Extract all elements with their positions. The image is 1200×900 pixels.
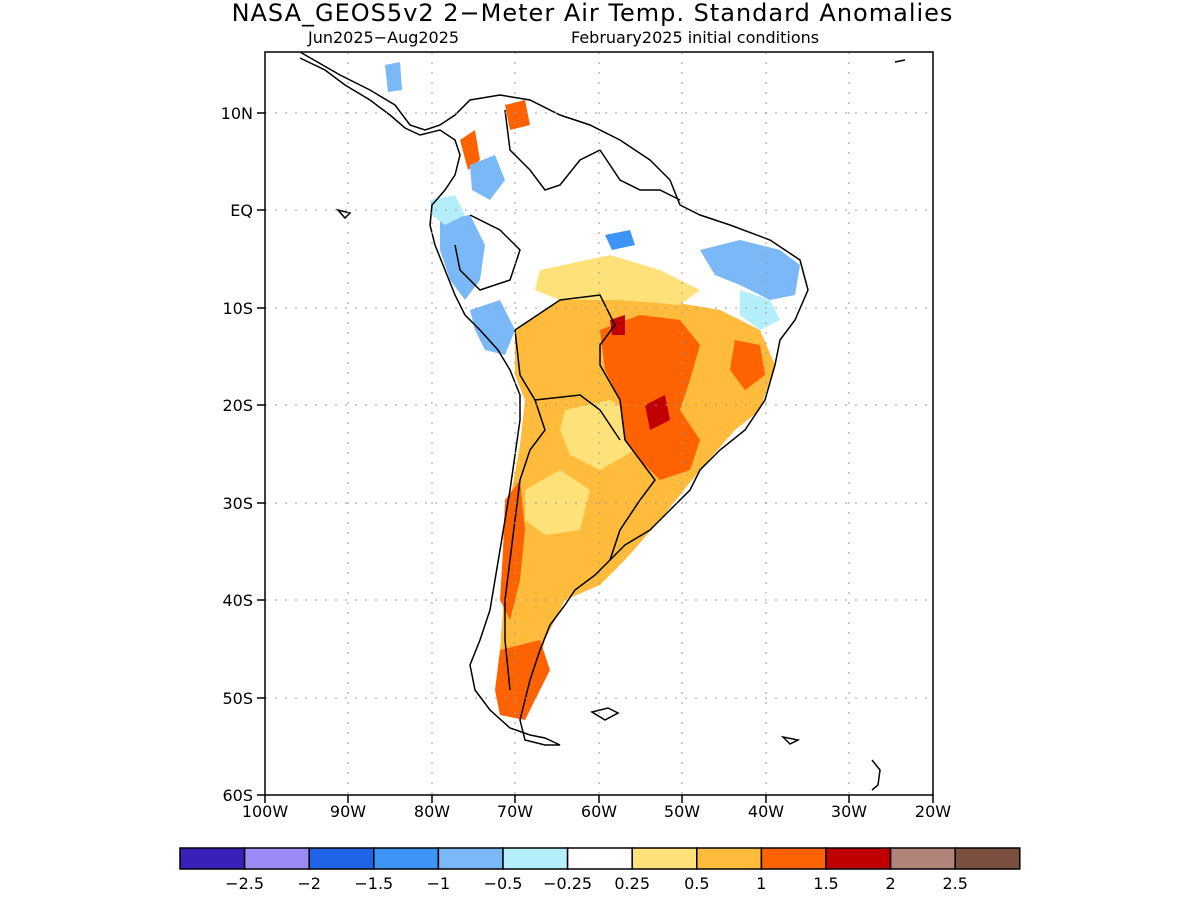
anomaly-shading xyxy=(385,62,808,740)
anomaly-red-2 xyxy=(610,315,625,335)
latitude-axis: 10N EQ 10S 20S 30S 40S 50S 60S xyxy=(221,104,265,805)
colorbar-swatch xyxy=(243,847,310,870)
lat-tick-label: 20S xyxy=(222,396,253,415)
colorbar-swatch xyxy=(760,847,827,870)
anomaly-yellow-2 xyxy=(560,400,640,470)
lat-tick-label: 60S xyxy=(222,786,253,805)
colorbar-swatch xyxy=(954,847,1021,870)
lon-tick-label: 40W xyxy=(748,802,784,821)
colorbar-label: −2.5 xyxy=(225,874,264,893)
forecast-period: Jun2025−Aug2025 xyxy=(308,28,460,47)
colorbar-swatch xyxy=(308,847,375,870)
colorbar-label: 1 xyxy=(756,874,766,893)
colorbar-label: 0.25 xyxy=(614,874,650,893)
anomaly-blue-andes-north xyxy=(440,215,485,300)
islands xyxy=(335,59,906,791)
lon-tick-label: 20W xyxy=(915,802,951,821)
anomaly-blue-ne-brazil xyxy=(700,240,800,300)
initial-conditions: February2025 initial conditions xyxy=(571,28,820,47)
colorbar-label: 2 xyxy=(886,874,896,893)
colorbar-label: 2.5 xyxy=(942,874,967,893)
colorbar: −2.5 −2 −1.5 −1 −0.5 −0.25 0.25 0.5 1 1.5 2 2.5 xyxy=(179,847,1021,893)
lat-tick-label: 50S xyxy=(222,689,253,708)
anomaly-red-1 xyxy=(645,395,670,430)
anomaly-yellow-1 xyxy=(535,255,700,305)
lon-tick-label: 90W xyxy=(330,802,366,821)
colorbar-swatch xyxy=(631,847,698,870)
colorbar-label: 0.5 xyxy=(684,874,709,893)
anomaly-orange-east xyxy=(730,340,765,390)
lat-tick-label: 10S xyxy=(222,299,253,318)
colorbar-swatch xyxy=(696,847,763,870)
anomaly-orange-venezuela xyxy=(505,100,530,130)
colorbar-swatch xyxy=(502,847,569,870)
colorbar-swatch xyxy=(373,847,440,870)
anomaly-cyan-andes-north xyxy=(430,195,465,225)
anomaly-yellow-3 xyxy=(525,470,590,535)
anomaly-blue-amazon xyxy=(605,230,635,250)
chart-title: NASA_GEOS5v2 2−Meter Air Temp. Standard … xyxy=(231,0,954,27)
anomaly-orange-colombia xyxy=(460,130,480,170)
colorbar-swatch xyxy=(566,847,633,870)
colorbar-label: −1.5 xyxy=(354,874,393,893)
lat-tick-label: 10N xyxy=(221,104,253,123)
lat-tick-label: 40S xyxy=(222,591,253,610)
lon-tick-label: 50W xyxy=(664,802,700,821)
lon-tick-label: 30W xyxy=(831,802,867,821)
colorbar-label: −0.5 xyxy=(484,874,523,893)
colorbar-swatch xyxy=(437,847,504,870)
lon-tick-label: 100W xyxy=(242,802,289,821)
colorbar-swatch xyxy=(825,847,892,870)
colorbar-label: −2 xyxy=(297,874,321,893)
anomaly-cyan-ne-brazil xyxy=(740,290,780,330)
lat-tick-label: 30S xyxy=(222,494,253,513)
lat-tick-label: EQ xyxy=(230,201,253,220)
lon-tick-label: 70W xyxy=(497,802,533,821)
coastlines xyxy=(299,51,809,746)
colorbar-label: −0.25 xyxy=(543,874,592,893)
anomaly-blue-colombia xyxy=(470,155,505,200)
grid xyxy=(265,52,933,795)
colorbar-label: −1 xyxy=(427,874,451,893)
anomaly-blue-central-am xyxy=(385,62,402,92)
anomaly-blue-peru xyxy=(470,300,515,355)
colorbar-swatch xyxy=(179,847,246,870)
lon-tick-label: 80W xyxy=(414,802,450,821)
longitude-axis: 100W 90W 80W 70W 60W 50W 40W 30W 20W xyxy=(242,795,951,821)
lon-tick-label: 60W xyxy=(581,802,617,821)
colorbar-swatch xyxy=(889,847,956,870)
colorbar-label: 1.5 xyxy=(813,874,838,893)
